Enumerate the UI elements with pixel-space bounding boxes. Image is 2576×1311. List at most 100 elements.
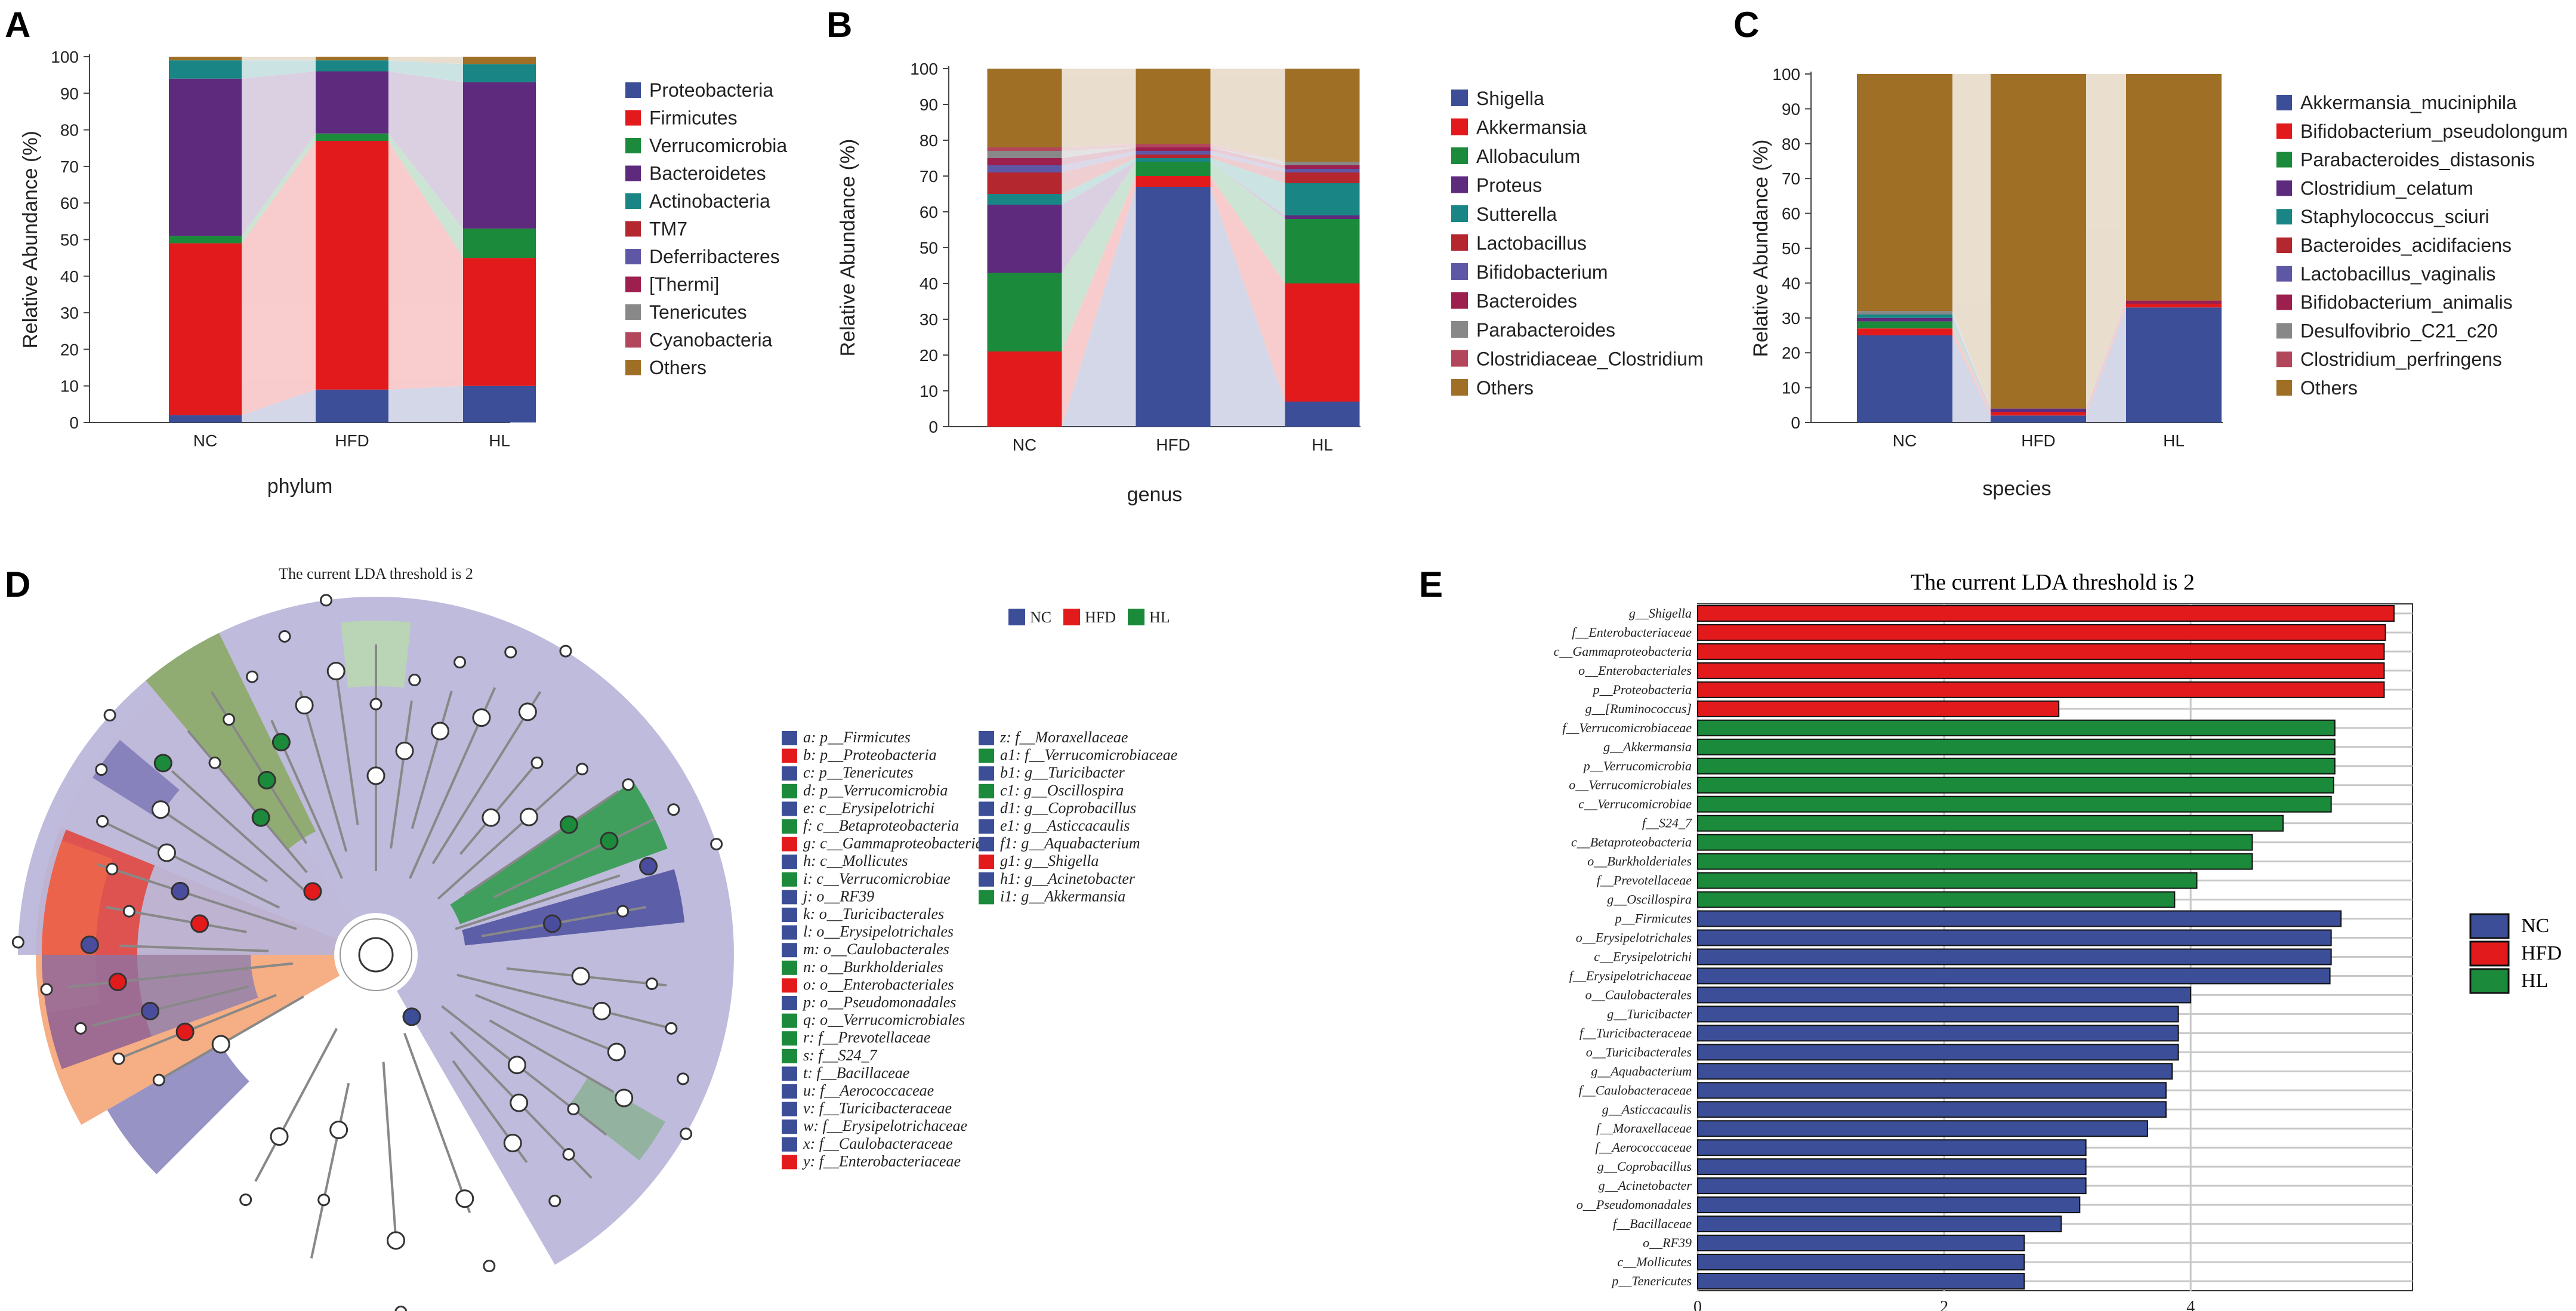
legend-swatch-bacteroides-acidifaciens <box>2276 237 2292 253</box>
branch-line <box>187 730 308 874</box>
legend-label-proteobacteria: Proteobacteria <box>649 79 773 101</box>
bar-segment-nc-akkermansia-muciniphila <box>1857 335 1952 422</box>
x-tick-label-hl: HL <box>2163 431 2185 450</box>
legend-label-others: Others <box>649 357 707 378</box>
y-tick-label: 20 <box>920 346 938 365</box>
clade-highlight-betaproteobacteria <box>146 633 316 850</box>
bar-nc <box>987 69 1062 427</box>
cladogram-node <box>645 977 658 991</box>
connector-verrucomicrobia <box>242 133 316 243</box>
legend-item-v-f-turicibacteraceae: v: f__Turicibacteraceae <box>803 1100 952 1117</box>
bar-segment-hl-allobaculum <box>1285 219 1360 283</box>
clade-highlight-verrucomicrobia <box>450 781 668 924</box>
lda-bar-g-aquabacterium <box>1697 1063 2173 1080</box>
legend-swatch-tenericutes <box>625 304 641 320</box>
lda-bar-o-verrucomicrobiales <box>1697 776 2334 794</box>
cladogram-node <box>272 733 291 752</box>
cladogram-node <box>519 807 538 826</box>
bar-segment-nc-proteus <box>987 205 1062 273</box>
lda-bar-f-aerococcaceae <box>1697 1139 2087 1156</box>
cladogram-node <box>386 1231 405 1250</box>
legend-item-b1-g-turicibacter: b1: g__Turicibacter <box>1000 764 1125 781</box>
connector-firmicutes <box>388 140 463 390</box>
connector-allobaculum <box>1062 162 1136 351</box>
bar-segment-hfd-firmicutes <box>316 140 388 390</box>
lda-label-c-verrucomicrobiae: c__Verrucomicrobiae <box>1578 797 1692 812</box>
y-tick-label: 70 <box>920 167 938 186</box>
y-tick-label: 20 <box>60 340 79 359</box>
branch-line <box>96 818 280 909</box>
legend-item-w-f-erysipelotrichaceae: w: f__Erysipelotrichaceae <box>803 1117 967 1134</box>
legend-swatch-clostridiaceae-clostridium <box>1451 350 1468 367</box>
connector-akkermansia <box>1210 176 1285 402</box>
cladogram-node <box>246 670 259 683</box>
cladogram-node <box>507 1056 526 1075</box>
y-tick-label: 30 <box>60 304 79 322</box>
x-axis-label: phylum <box>267 475 333 498</box>
cladogram-node <box>600 831 619 850</box>
branch-line <box>455 874 621 930</box>
bar-hl <box>463 57 536 422</box>
lda-label-g-shigella: g__Shigella <box>1629 606 1692 621</box>
legend-swatch-parabacteroides <box>1451 321 1468 338</box>
legend-item-q-o-verrucomicrobiales: q: o__Verrucomicrobiales <box>803 1011 965 1029</box>
legend-swatch-l-o-erysipelotrichales <box>782 925 797 940</box>
cladogram-node <box>567 1103 580 1116</box>
connector-others <box>1210 69 1285 162</box>
lda-bar-f-moraxellaceae <box>1697 1120 2148 1137</box>
legend-item-p-o-pseudomonadales: p: o__Pseudomonadales <box>802 994 956 1011</box>
lda-bar-o-rf39 <box>1697 1235 2025 1252</box>
branch-line <box>382 1062 398 1247</box>
branch-line <box>489 1019 615 1093</box>
legend-item-h-c-mollicutes: h: c__Mollicutes <box>803 852 908 869</box>
y-tick-label: 0 <box>1791 414 1800 432</box>
lda-label-g-turicibacter: g__Turicibacter <box>1607 1006 1692 1021</box>
bar-segment-hl-others <box>2126 74 2222 301</box>
lda-bar-f-turicibacteraceae <box>1697 1025 2179 1042</box>
legend-swatch-akkermansia <box>1451 118 1468 135</box>
x-tick-label-hfd: HFD <box>2021 431 2056 450</box>
bar-segment-nc-actinobacteria <box>169 60 242 79</box>
legend-item-j-o-rf39: j: o__RF39 <box>801 887 874 905</box>
lda-label-o-turicibacterales: o__Turicibacterales <box>1586 1044 1692 1059</box>
lda-label-f-erysipelotrichaceae: f__Erysipelotrichaceae <box>1569 968 1692 983</box>
legend-item-i-c-verrucomicrobiae: i: c__Verrucomicrobiae <box>803 870 951 887</box>
legend-item-r-f-prevotellaceae: r: f__Prevotellaceae <box>803 1029 930 1046</box>
legend-swatch-c1-g-oscillospira <box>979 783 994 798</box>
legend-item-k-o-turicibacterales: k: o__Turicibacterales <box>803 905 944 923</box>
bar-segment-nc-others <box>987 69 1062 147</box>
cladogram-node <box>40 983 53 996</box>
lda-bar-g-coprobacillus <box>1697 1158 2087 1176</box>
branch-line <box>254 1028 338 1182</box>
clade-highlight-firmicutes <box>18 597 734 1265</box>
cladogram-node <box>710 838 723 851</box>
branch-line <box>334 665 359 825</box>
connector-clostridiaceae-clostridium <box>1062 144 1136 151</box>
cladogram-node <box>108 972 127 991</box>
cladogram-node <box>95 763 108 776</box>
branch-line <box>475 994 615 1052</box>
lda-label-o-pseudomonadales: o__Pseudomonadales <box>1577 1197 1692 1212</box>
cladogram-node <box>175 1022 195 1041</box>
lda-bar-c-erysipelotrichi <box>1697 948 2332 965</box>
lda-label-f-moraxellaceae: f__Moraxellaceae <box>1596 1121 1692 1136</box>
legend-swatch-bacteroides <box>1451 292 1468 309</box>
lda-bar-p-tenericutes <box>1697 1273 2025 1290</box>
lda-legend-swatch-nc <box>2469 913 2510 939</box>
lda-bar-g-ruminococcus <box>1697 700 2060 717</box>
connector-others <box>242 57 316 61</box>
lda-label-c-betaproteobacteria: c__Betaproteobacteria <box>1571 835 1692 850</box>
legend-swatch-lactobacillus <box>1451 234 1468 251</box>
bar-segment-hfd-bacteroides <box>1136 147 1211 151</box>
cladogram-node <box>530 756 544 769</box>
bar-segment-hl-others <box>1285 69 1360 162</box>
legend-label-clostridium-perfringens: Clostridium_perfringens <box>2300 348 2502 370</box>
x-tick-label-hl: HL <box>1312 436 1333 454</box>
branch-line <box>437 770 581 900</box>
y-tick-label: 50 <box>60 231 79 249</box>
connector-staphylococcus-sciuri <box>1952 314 1991 409</box>
legend-label-parabacteroides-distasonis: Parabacteroides_distasonis <box>2300 149 2535 171</box>
cladogram-node <box>677 1072 690 1085</box>
cladogram-node <box>571 967 590 986</box>
